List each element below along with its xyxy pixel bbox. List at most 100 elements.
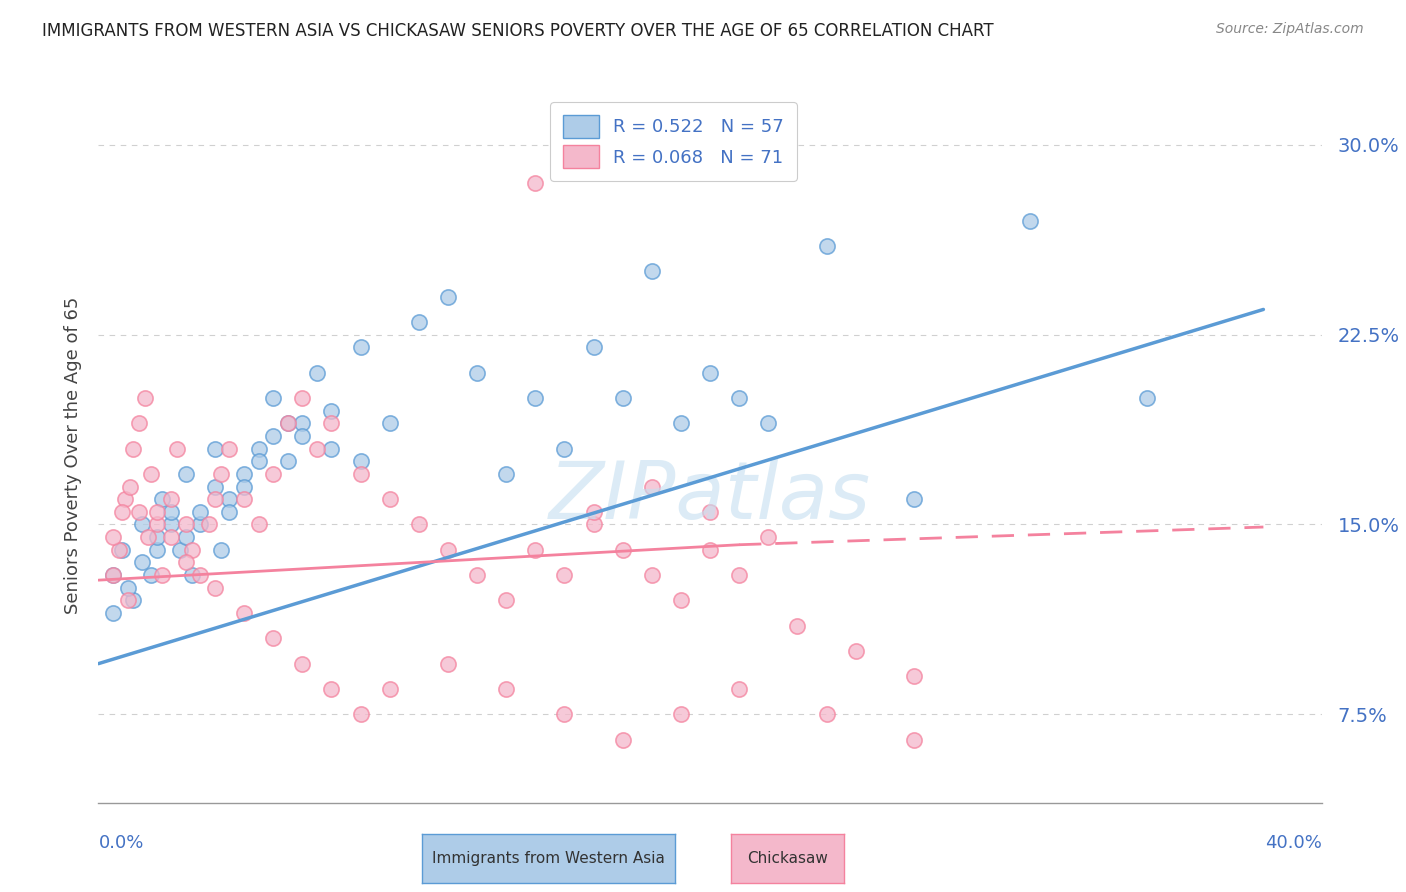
Point — [437, 657, 460, 671]
Point — [495, 681, 517, 696]
Point — [108, 542, 131, 557]
Text: ZIPatlas: ZIPatlas — [548, 458, 872, 536]
Point — [699, 542, 721, 557]
Point — [204, 442, 226, 456]
Point — [305, 442, 328, 456]
Point — [349, 454, 371, 468]
Point — [160, 530, 183, 544]
Point — [669, 593, 692, 607]
Point — [233, 606, 256, 620]
Point — [180, 568, 202, 582]
Point — [101, 530, 124, 544]
Point — [669, 417, 692, 431]
Point — [204, 479, 226, 493]
Point — [218, 492, 240, 507]
Point — [321, 403, 343, 417]
Point — [524, 542, 547, 557]
Point — [465, 568, 488, 582]
Point — [174, 530, 197, 544]
Point — [160, 492, 183, 507]
Text: 40.0%: 40.0% — [1265, 834, 1322, 852]
Point — [122, 593, 145, 607]
Point — [174, 467, 197, 481]
Point — [321, 442, 343, 456]
Point — [786, 618, 808, 632]
Point — [139, 467, 162, 481]
Point — [612, 732, 634, 747]
Y-axis label: Seniors Poverty Over the Age of 65: Seniors Poverty Over the Age of 65 — [63, 296, 82, 614]
Point — [349, 467, 371, 481]
Point — [728, 681, 751, 696]
Point — [101, 606, 124, 620]
Point — [262, 391, 284, 405]
Point — [378, 681, 401, 696]
Point — [756, 417, 779, 431]
Point — [160, 517, 183, 532]
Text: Immigrants from Western Asia: Immigrants from Western Asia — [432, 851, 665, 866]
Point — [553, 568, 575, 582]
Point — [641, 264, 664, 278]
Point — [114, 492, 136, 507]
Point — [262, 632, 284, 646]
Point — [169, 542, 191, 557]
Point — [131, 556, 153, 570]
Point — [152, 492, 174, 507]
Point — [277, 417, 299, 431]
Point — [145, 517, 167, 532]
Point — [134, 391, 156, 405]
Point — [136, 530, 159, 544]
Point — [188, 568, 212, 582]
Point — [582, 517, 605, 532]
Point — [247, 442, 270, 456]
Point — [553, 442, 575, 456]
Point — [209, 542, 232, 557]
Point — [233, 479, 256, 493]
Point — [277, 454, 299, 468]
Point — [524, 391, 547, 405]
Point — [262, 429, 284, 443]
Point — [209, 467, 232, 481]
Point — [1019, 214, 1042, 228]
Point — [756, 530, 779, 544]
Point — [408, 517, 430, 532]
Point — [174, 556, 197, 570]
Point — [139, 568, 162, 582]
Point — [131, 517, 153, 532]
Point — [111, 542, 134, 557]
Point — [699, 505, 721, 519]
Point — [204, 581, 226, 595]
Point — [204, 492, 226, 507]
Point — [128, 417, 150, 431]
Point — [188, 505, 212, 519]
Point — [247, 517, 270, 532]
Point — [128, 505, 150, 519]
Text: Chickasaw: Chickasaw — [747, 851, 828, 866]
Legend: R = 0.522   N = 57, R = 0.068   N = 71: R = 0.522 N = 57, R = 0.068 N = 71 — [550, 103, 797, 181]
Point — [117, 581, 139, 595]
Point — [291, 391, 314, 405]
Point — [349, 340, 371, 354]
Point — [728, 391, 751, 405]
Point — [815, 239, 838, 253]
Point — [437, 290, 460, 304]
Point — [465, 366, 488, 380]
Point — [291, 429, 314, 443]
Point — [277, 417, 299, 431]
Point — [669, 707, 692, 722]
Text: 0.0%: 0.0% — [98, 834, 143, 852]
Point — [101, 568, 124, 582]
Point — [903, 492, 925, 507]
Point — [553, 707, 575, 722]
Point — [233, 492, 256, 507]
Point — [378, 492, 401, 507]
Point — [582, 505, 605, 519]
Point — [218, 442, 240, 456]
Point — [145, 542, 167, 557]
Point — [160, 505, 183, 519]
Text: Source: ZipAtlas.com: Source: ZipAtlas.com — [1216, 22, 1364, 37]
Point — [247, 454, 270, 468]
Point — [378, 417, 401, 431]
Point — [262, 467, 284, 481]
Point — [321, 417, 343, 431]
Point — [188, 517, 212, 532]
